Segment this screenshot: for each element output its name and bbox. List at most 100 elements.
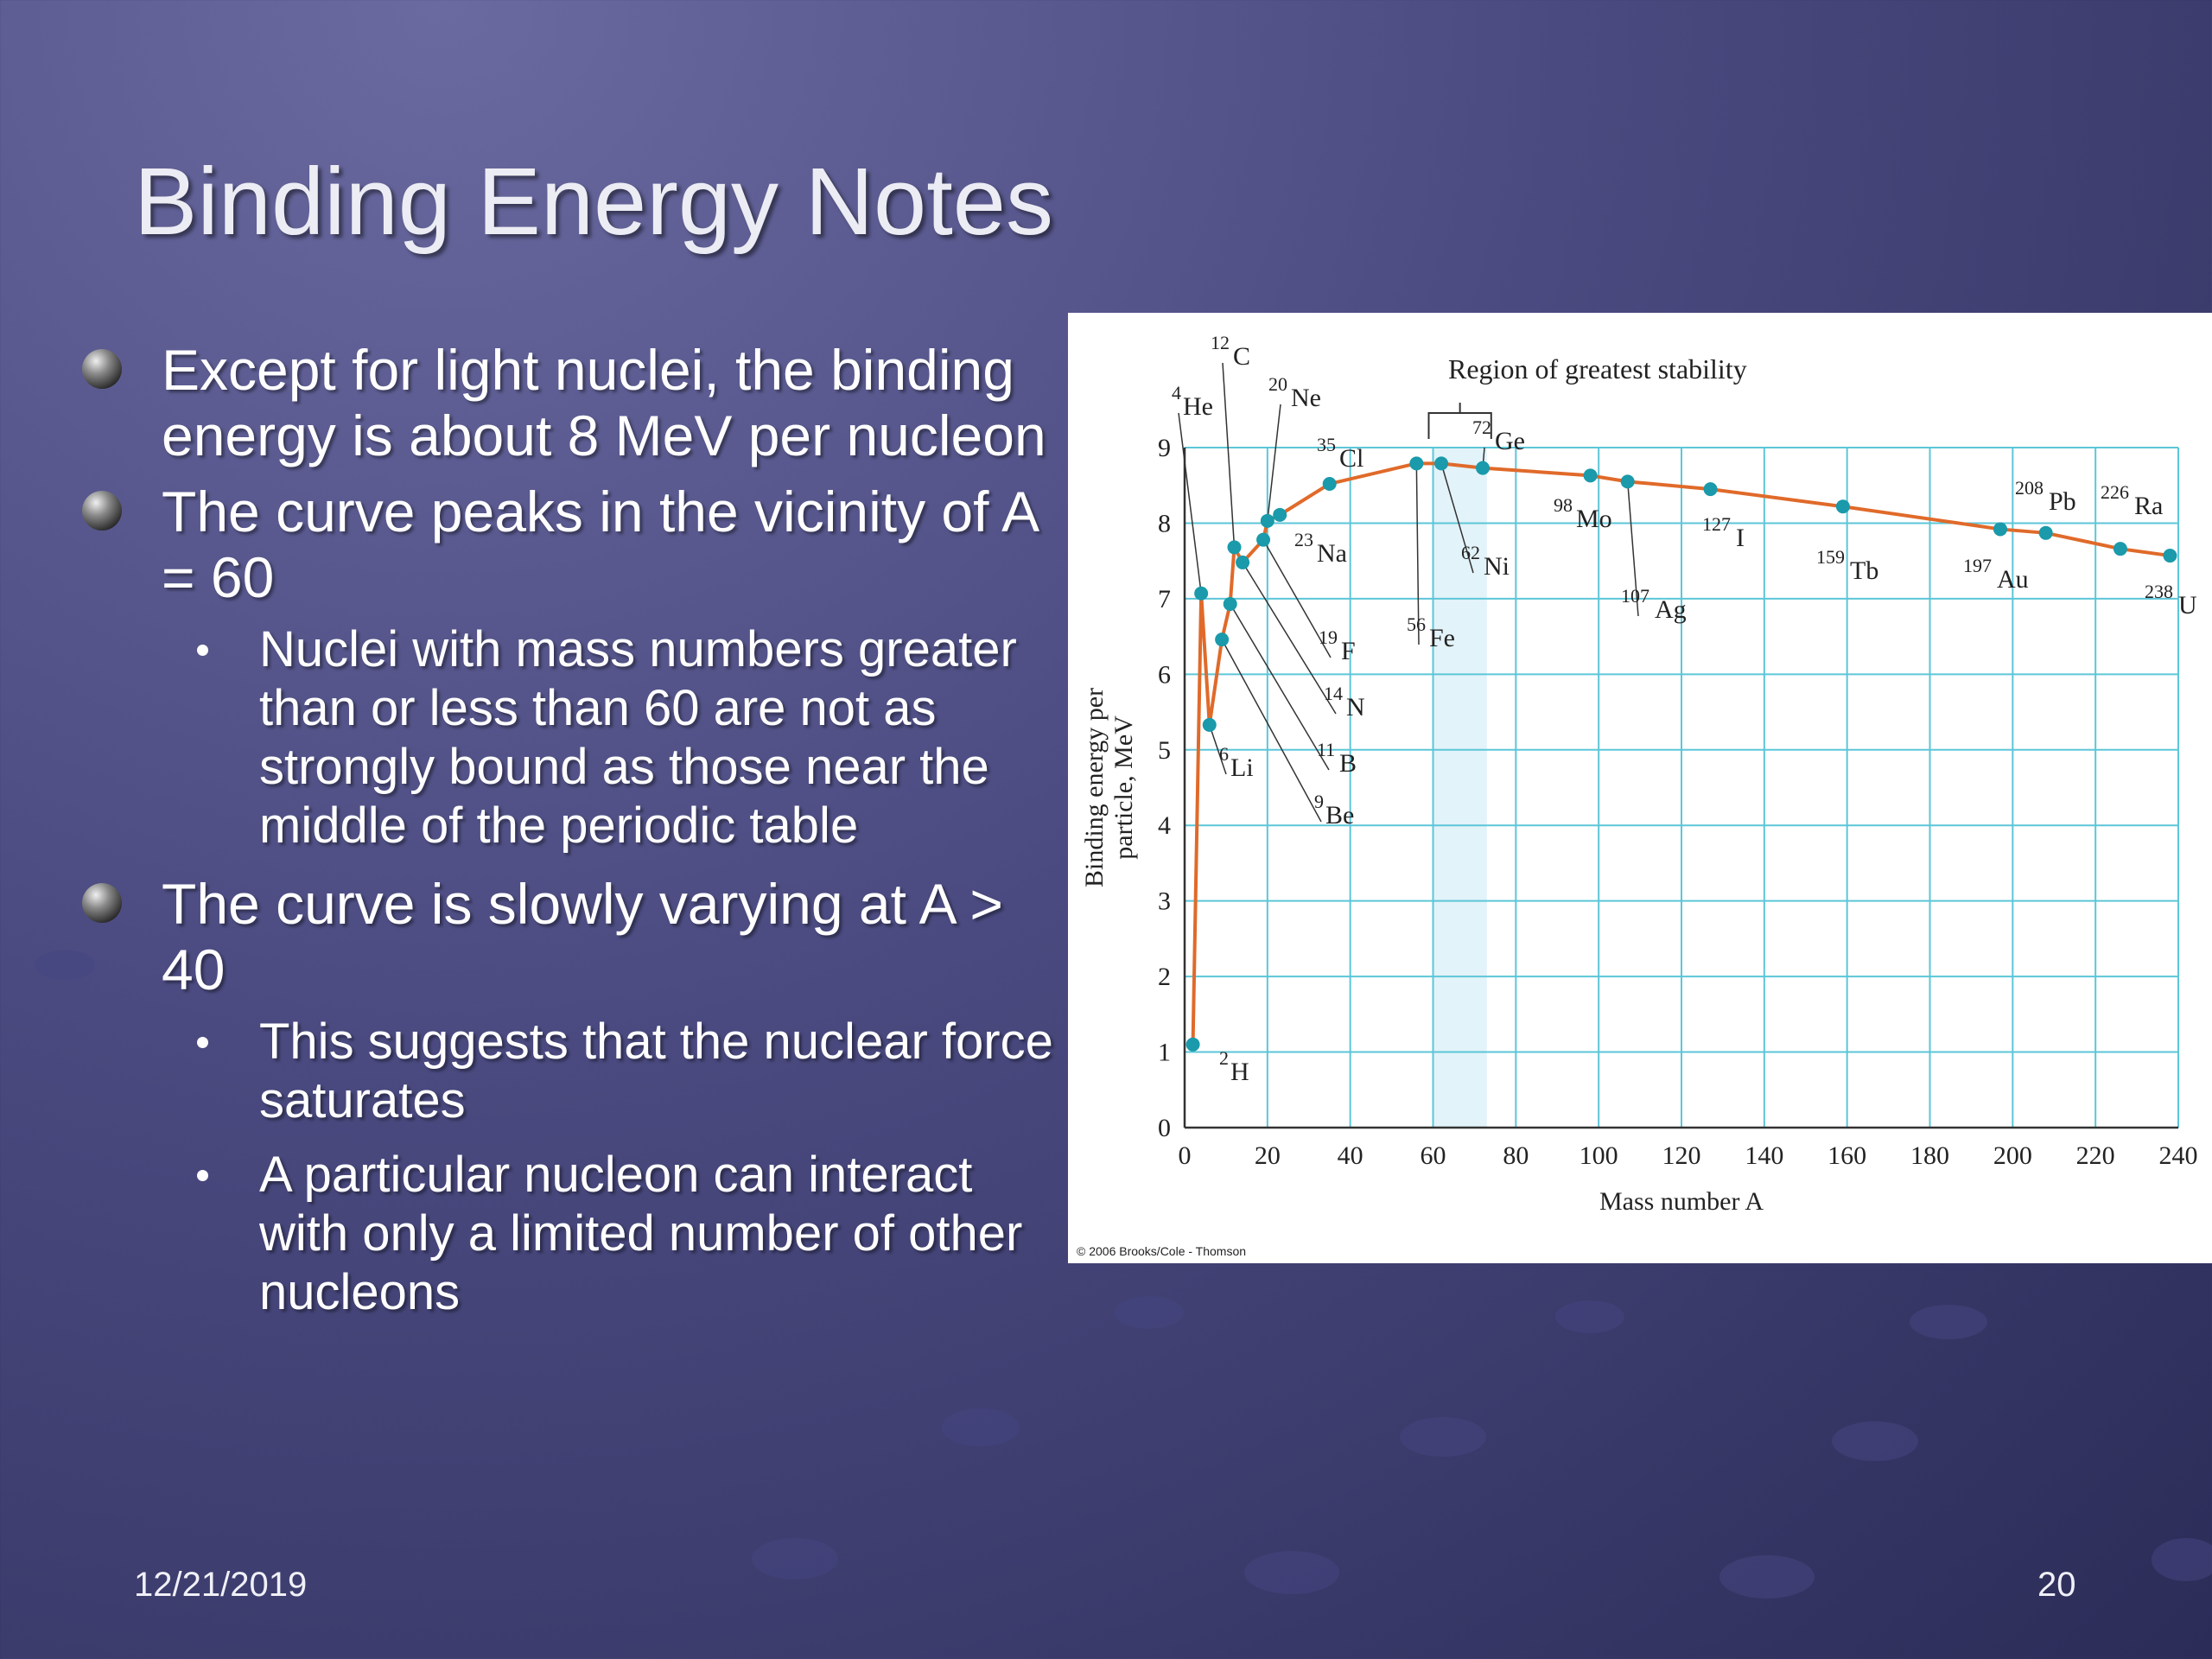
nuclide-mass-number: 6	[1219, 743, 1229, 765]
x-tick-label: 0	[1179, 1141, 1192, 1170]
nuclide-point	[1476, 461, 1490, 475]
nuclide-mass-number: 14	[1324, 683, 1343, 704]
nuclide-element-label: C	[1233, 342, 1250, 371]
binding-energy-chart: 0 20 40 60 80 100 120 140 160 180 200 220 2400123456…	[1080, 332, 2198, 1216]
bullet-item: Except for light nuclei, the binding ene…	[82, 337, 1067, 468]
nuclide-element-label: Ge	[1495, 427, 1525, 455]
nuclide-leader-line	[1221, 639, 1322, 823]
dot-bullet-icon	[197, 1170, 208, 1181]
nuclide-point	[1273, 507, 1287, 522]
background-decoration	[35, 950, 95, 980]
nuclide-mass-number: 238	[2145, 581, 2173, 602]
stability-region	[1433, 448, 1487, 1128]
binding-energy-figure: 0 20 40 60 80 100 120 140 160 180 200 220 240 0 1 2 3 4 5 6…	[1068, 313, 2212, 1263]
nuclide-mass-number: 56	[1407, 613, 1426, 635]
sphere-bullet-icon	[82, 349, 122, 389]
nuclide-point	[1256, 532, 1271, 547]
bullet-text: The curve peaks in the vicinity of A = 6…	[162, 480, 1037, 609]
slide-number: 20	[2037, 1566, 2076, 1604]
x-tick-label: 60	[1421, 1141, 1446, 1170]
x-tick-label: 200	[1993, 1141, 2032, 1170]
nuclide-element-label: Ni	[1484, 552, 1510, 581]
bullet-text: This suggests that the nuclear force sat…	[259, 1014, 1053, 1128]
nuclide-element-label: F	[1341, 637, 1356, 665]
nuclide-point	[1223, 597, 1237, 612]
y-tick-label: 1	[1158, 1039, 1171, 1067]
nuclide-element-label: N	[1346, 693, 1365, 721]
y-tick-label: 6	[1158, 660, 1171, 689]
nuclide-element-label: I	[1736, 524, 1745, 552]
y-tick-label: 5	[1158, 736, 1171, 765]
background-decoration	[1244, 1551, 1339, 1594]
nuclide-element-label: Ag	[1655, 595, 1687, 624]
nuclide-point	[1185, 1037, 1200, 1052]
sphere-bullet-icon	[82, 883, 122, 923]
nuclide-leader-line	[1242, 562, 1337, 715]
nuclide-element-label: He	[1183, 392, 1213, 421]
nuclide-point	[2163, 549, 2177, 563]
nuclide-point	[2038, 525, 2053, 540]
y-tick-label: 3	[1158, 887, 1171, 916]
x-axis-label: Mass number A	[1599, 1187, 1764, 1216]
nuclide-leader-line	[1178, 412, 1202, 594]
nuclide-element-label: Cl	[1339, 444, 1363, 473]
nuclide-element-label: Pb	[2049, 487, 2076, 516]
nuclide-leader-line	[1415, 463, 1420, 645]
nuclide-mass-number: 127	[1702, 513, 1731, 535]
nuclide-point	[1236, 555, 1250, 569]
nuclide-element-label: B	[1339, 749, 1357, 778]
region-label: Region of greatest stability	[1448, 353, 1747, 385]
bullet-item: The curve peaks in the vicinity of A = 6…	[82, 479, 1067, 610]
y-tick-label: 4	[1158, 811, 1171, 840]
nuclide-element-label: H	[1230, 1058, 1249, 1086]
bullet-text: Except for light nuclei, the binding ene…	[162, 338, 1046, 467]
background-decoration	[1832, 1421, 1918, 1461]
nuclide-point	[1993, 522, 2007, 537]
nuclide-mass-number: 12	[1211, 332, 1230, 353]
nuclide-element-label: Au	[1997, 565, 2029, 594]
bullet-text: Nuclei with mass numbers greater than or…	[259, 621, 1017, 854]
y-tick-label: 2	[1158, 963, 1171, 991]
x-tick-label: 100	[1580, 1141, 1618, 1170]
nuclide-point	[1835, 499, 1850, 514]
nuclide-element-label: Be	[1325, 801, 1354, 830]
nuclide-element-label: Fe	[1429, 624, 1455, 652]
y-tick-label: 0	[1158, 1114, 1171, 1142]
nuclide-leader-line	[1262, 539, 1332, 658]
sub-bullet-item: A particular nucleon can interact with o…	[82, 1146, 1067, 1322]
nuclide-mass-number: 72	[1472, 416, 1491, 438]
x-tick-label: 220	[2076, 1141, 2115, 1170]
nuclide-leader-line	[1440, 463, 1474, 574]
nuclide-mass-number: 19	[1319, 626, 1338, 648]
nuclide-point	[1215, 632, 1230, 647]
nuclide-mass-number: 20	[1268, 373, 1287, 395]
y-tick-label: 9	[1158, 434, 1171, 462]
nuclide-point	[1227, 540, 1242, 555]
nuclide-point	[1194, 586, 1209, 601]
x-tick-label: 80	[1503, 1141, 1529, 1170]
x-tick-label: 20	[1255, 1141, 1281, 1170]
x-tick-label: 120	[1662, 1141, 1701, 1170]
nuclide-mass-number: 62	[1461, 542, 1480, 563]
nuclide-element-label: Ne	[1291, 384, 1321, 412]
nuclide-leader-line	[1267, 404, 1281, 521]
sphere-bullet-icon	[82, 491, 122, 531]
x-tick-label: 140	[1745, 1141, 1783, 1170]
nuclide-point	[1434, 456, 1449, 471]
nuclide-point	[1260, 513, 1274, 528]
background-decoration	[1555, 1300, 1624, 1333]
nuclide-mass-number: 2	[1219, 1047, 1229, 1069]
background-decoration	[1910, 1305, 1987, 1339]
sub-bullet-item: Nuclei with mass numbers greater than or…	[82, 620, 1067, 855]
y-tick-label: 7	[1158, 585, 1171, 613]
nuclide-mass-number: 11	[1317, 739, 1335, 760]
x-tick-label: 180	[1910, 1141, 1949, 1170]
nuclide-leader-line	[1626, 481, 1639, 617]
nuclide-element-label: U	[2178, 591, 2197, 620]
binding-energy-curve	[1191, 461, 2171, 1045]
nuclide-point	[1202, 717, 1217, 732]
background-decoration	[1719, 1555, 1815, 1599]
nuclide-point	[1322, 476, 1337, 491]
x-tick-label: 160	[1827, 1141, 1866, 1170]
nuclide-mass-number: 4	[1172, 382, 1181, 404]
